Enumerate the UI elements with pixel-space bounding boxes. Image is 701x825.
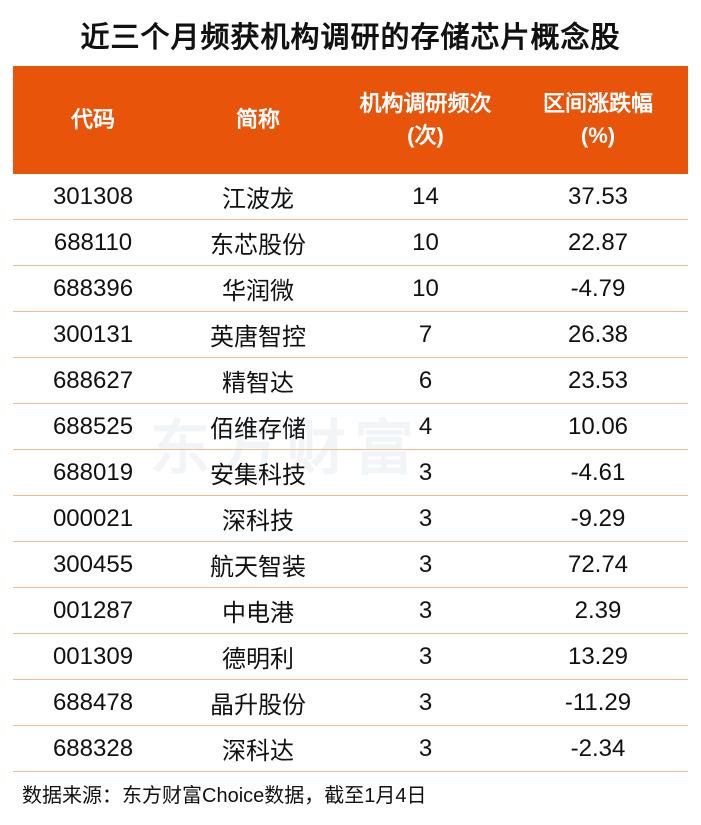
header-code: 代码 [13,66,173,174]
table-row: 688396 华润微 10 -4.79 [13,265,688,312]
cell-survey-count: 3 [343,587,508,634]
stock-table: 代码 简称 机构调研频次 (次) 区间涨跌幅 (%) 301308 江波龙 14 37.53 68… [13,66,688,772]
cell-name: 华润微 [173,265,343,312]
table-row: 688627 精智达 6 23.53 [13,357,688,404]
header-text: 简称 [235,107,280,132]
cell-price-change: 13.29 [508,633,688,680]
cell-price-change: -11.29 [508,679,688,726]
cell-code: 688019 [13,449,173,496]
header-name: 简称 [173,66,343,174]
cell-name: 德明利 [173,633,343,680]
cell-code: 688478 [13,679,173,726]
cell-price-change: -4.61 [508,449,688,496]
cell-survey-count: 3 [343,495,508,542]
cell-name: 深科达 [173,725,343,772]
cell-survey-count: 7 [343,311,508,358]
table-row: 000021 深科技 3 -9.29 [13,495,688,542]
cell-price-change: -2.34 [508,725,688,772]
table-row: 300131 英唐智控 7 26.38 [13,311,688,358]
cell-code: 001287 [13,587,173,634]
cell-price-change: 26.38 [508,311,688,358]
table-row: 688328 深科达 3 -2.34 [13,725,688,772]
cell-name: 佰维存储 [173,403,343,450]
data-source-note: 数据来源：东方财富Choice数据，截至1月4日 [22,785,427,807]
header-text: 区间涨跌幅 [542,91,653,116]
header-text: 机构调研频次 [359,91,492,116]
header-text: (%) [580,123,616,148]
cell-survey-count: 14 [343,174,508,220]
cell-survey-count: 6 [343,357,508,404]
header-price-change: 区间涨跌幅 (%) [508,66,688,174]
table-header-row: 代码 简称 机构调研频次 (次) 区间涨跌幅 (%) [13,66,688,174]
cell-code: 301308 [13,174,173,220]
table-row: 301308 江波龙 14 37.53 [13,174,688,220]
table-row: 688478 晶升股份 3 -11.29 [13,679,688,726]
page-title: 近三个月频获机构调研的存储芯片概念股 [80,22,621,54]
cell-price-change: 37.53 [508,174,688,220]
cell-code: 300455 [13,541,173,588]
cell-price-change: 10.06 [508,403,688,450]
cell-code: 688525 [13,403,173,450]
cell-survey-count: 3 [343,679,508,726]
cell-price-change: -4.79 [508,265,688,312]
cell-survey-count: 3 [343,541,508,588]
header-text: (次) [407,123,444,148]
cell-name: 深科技 [173,495,343,542]
cell-price-change: 2.39 [508,587,688,634]
cell-code: 001309 [13,633,173,680]
cell-name: 东芯股份 [173,219,343,266]
table-row: 001309 德明利 3 13.29 [13,633,688,680]
table-row: 001287 中电港 3 2.39 [13,587,688,634]
cell-code: 000021 [13,495,173,542]
cell-code: 688110 [13,219,173,266]
table-row: 688110 东芯股份 10 22.87 [13,219,688,266]
cell-name: 中电港 [173,587,343,634]
header-text: 代码 [70,107,115,132]
table-row: 688019 安集科技 3 -4.61 [13,449,688,496]
cell-survey-count: 3 [343,449,508,496]
cell-name: 晶升股份 [173,679,343,726]
cell-name: 安集科技 [173,449,343,496]
cell-code: 688328 [13,725,173,772]
cell-name: 江波龙 [173,174,343,220]
cell-price-change: -9.29 [508,495,688,542]
cell-survey-count: 3 [343,725,508,772]
cell-survey-count: 10 [343,265,508,312]
cell-price-change: 23.53 [508,357,688,404]
table-row: 688525 佰维存储 4 10.06 [13,403,688,450]
header-survey-count: 机构调研频次 (次) [343,66,508,174]
cell-name: 英唐智控 [173,311,343,358]
cell-code: 688396 [13,265,173,312]
cell-code: 688627 [13,357,173,404]
table-row: 300455 航天智装 3 72.74 [13,541,688,588]
cell-survey-count: 4 [343,403,508,450]
cell-price-change: 22.87 [508,219,688,266]
cell-survey-count: 10 [343,219,508,266]
cell-code: 300131 [13,311,173,358]
cell-name: 航天智装 [173,541,343,588]
cell-price-change: 72.74 [508,541,688,588]
cell-name: 精智达 [173,357,343,404]
cell-survey-count: 3 [343,633,508,680]
